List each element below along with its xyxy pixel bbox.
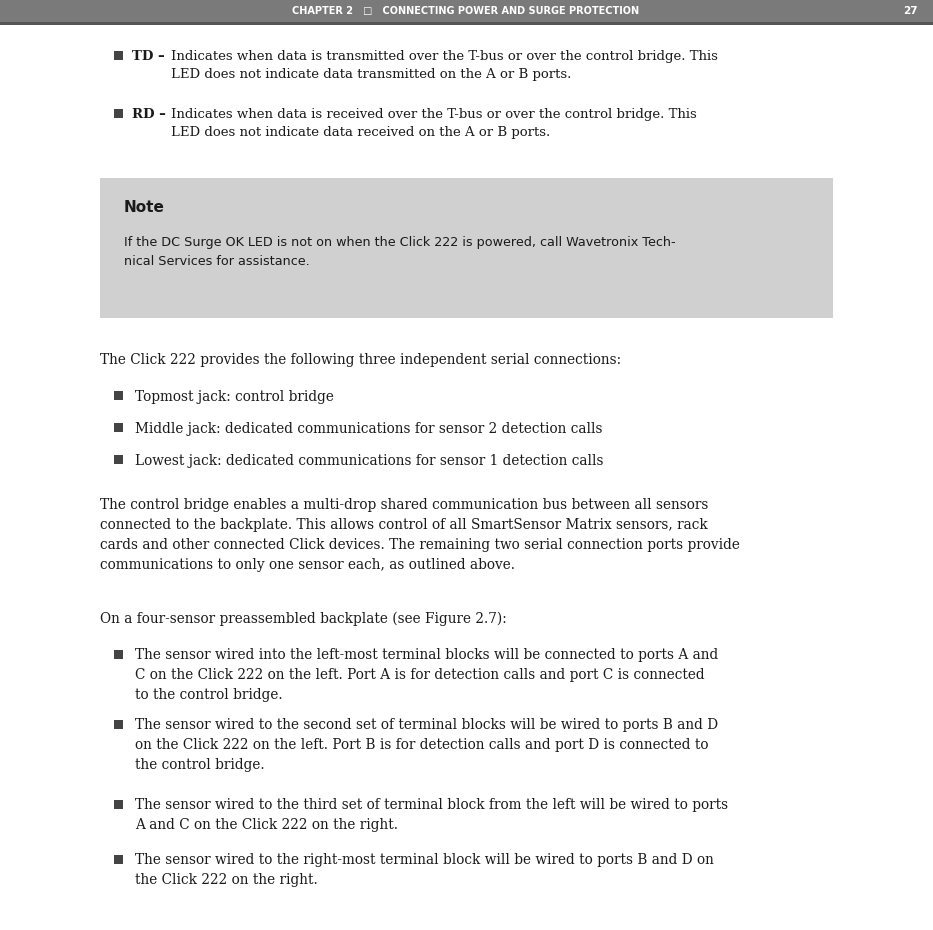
Text: Indicates when data is received over the T-bus or over the control bridge. This
: Indicates when data is received over the… bbox=[171, 108, 697, 140]
Bar bbox=[114, 855, 122, 863]
Text: The sensor wired into the left-most terminal blocks will be connected to ports A: The sensor wired into the left-most term… bbox=[135, 648, 718, 702]
Bar bbox=[100, 178, 833, 318]
Bar bbox=[0, 0, 933, 22]
Bar bbox=[114, 51, 122, 60]
Text: The Click 222 provides the following three independent serial connections:: The Click 222 provides the following thr… bbox=[100, 353, 621, 367]
Bar bbox=[114, 110, 122, 118]
Text: RD –: RD – bbox=[132, 108, 171, 121]
Text: TD –: TD – bbox=[132, 50, 170, 63]
Text: Middle jack: dedicated communications for sensor 2 detection calls: Middle jack: dedicated communications fo… bbox=[135, 422, 603, 436]
Text: The sensor wired to the right-most terminal block will be wired to ports B and D: The sensor wired to the right-most termi… bbox=[135, 853, 714, 887]
Text: On a four-sensor preassembled backplate (see Figure 2.7):: On a four-sensor preassembled backplate … bbox=[100, 612, 507, 627]
Text: Topmost jack: control bridge: Topmost jack: control bridge bbox=[135, 390, 334, 404]
Bar bbox=[114, 649, 122, 658]
Text: The sensor wired to the third set of terminal block from the left will be wired : The sensor wired to the third set of ter… bbox=[135, 798, 728, 832]
Bar bbox=[114, 456, 122, 464]
Text: CHAPTER 2   □   CONNECTING POWER AND SURGE PROTECTION: CHAPTER 2 □ CONNECTING POWER AND SURGE P… bbox=[292, 6, 639, 16]
Text: The sensor wired to the second set of terminal blocks will be wired to ports B a: The sensor wired to the second set of te… bbox=[135, 718, 718, 772]
Bar bbox=[114, 423, 122, 432]
Text: If the DC Surge OK LED is not on when the Click 222 is powered, call Wavetronix : If the DC Surge OK LED is not on when th… bbox=[124, 236, 675, 268]
Bar bbox=[114, 800, 122, 808]
Text: 27: 27 bbox=[903, 6, 918, 16]
Bar bbox=[114, 720, 122, 728]
Text: Note: Note bbox=[124, 200, 165, 215]
Text: Indicates when data is transmitted over the T-bus or over the control bridge. Th: Indicates when data is transmitted over … bbox=[171, 50, 717, 82]
Bar bbox=[0, 22, 933, 25]
Text: The control bridge enables a multi-drop shared communication bus between all sen: The control bridge enables a multi-drop … bbox=[100, 498, 740, 572]
Text: Lowest jack: dedicated communications for sensor 1 detection calls: Lowest jack: dedicated communications fo… bbox=[135, 454, 604, 468]
Bar bbox=[114, 392, 122, 401]
